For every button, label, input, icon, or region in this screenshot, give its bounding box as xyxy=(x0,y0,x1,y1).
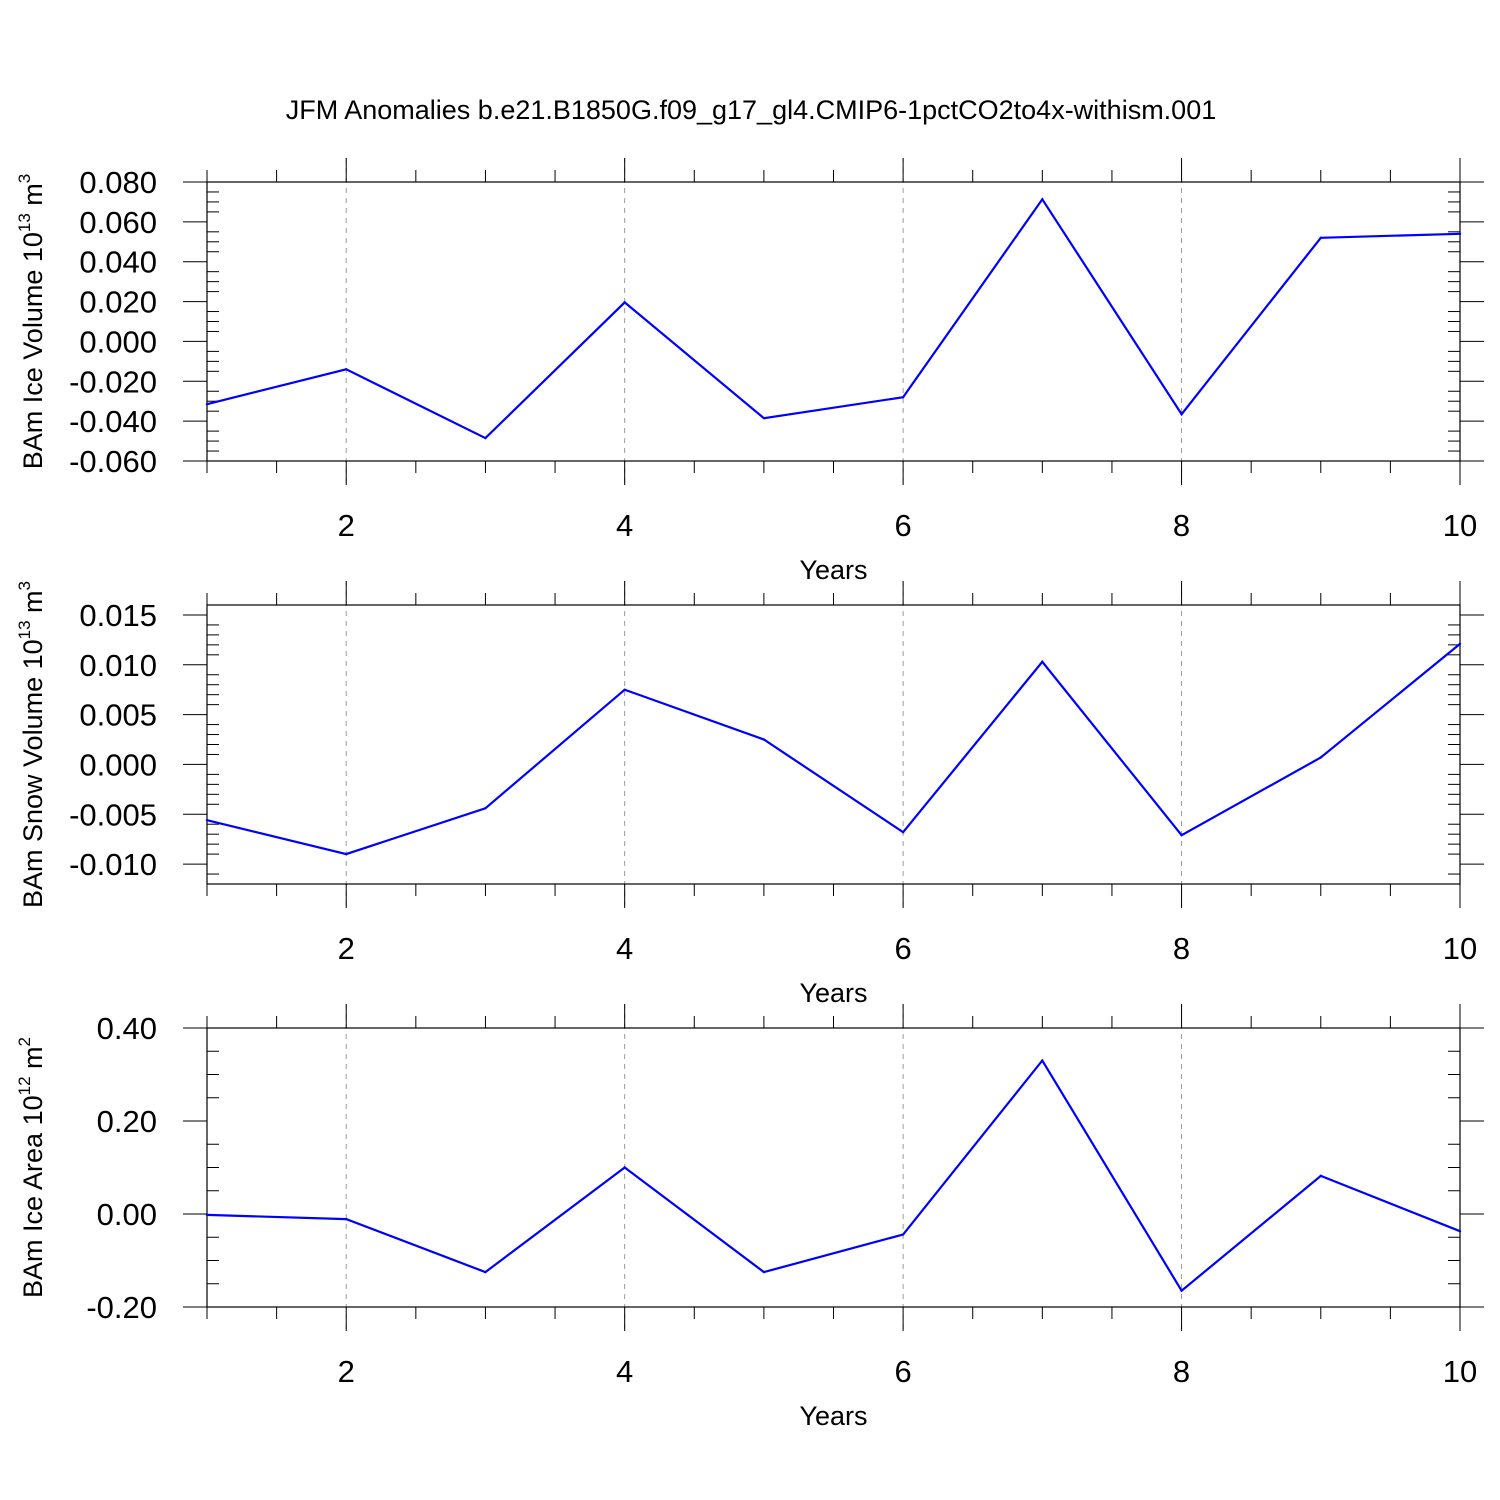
data-point xyxy=(1180,1289,1183,1292)
y-tick-label: 0.000 xyxy=(79,747,157,782)
data-point xyxy=(345,368,348,371)
data-point xyxy=(1180,412,1183,416)
y-tick-label: 0.020 xyxy=(79,285,157,320)
y-tick-label: -0.020 xyxy=(69,364,157,399)
y-axis-label-text: BAm Snow Volume 10 xyxy=(18,639,48,908)
y-axis-label-text: BAm Ice Volume 10 xyxy=(18,232,48,469)
x-tick-label: 6 xyxy=(894,1354,911,1389)
data-point xyxy=(623,1166,626,1169)
plot-frame xyxy=(206,604,1461,885)
data-point xyxy=(901,396,905,399)
y-axis-label-exponent: 12 xyxy=(15,1076,34,1095)
x-tick-label: 10 xyxy=(1443,508,1477,543)
y-axis-label: BAm Snow Volume 1013 m3 xyxy=(15,581,48,908)
y-tick-label: -0.010 xyxy=(69,847,157,882)
x-tick-label: 10 xyxy=(1443,1354,1477,1389)
data-point xyxy=(1319,236,1322,239)
y-tick-label: -0.040 xyxy=(69,404,157,439)
y-axis-label-text: BAm Ice Area 10 xyxy=(18,1095,48,1298)
data-point xyxy=(623,688,626,691)
data-point xyxy=(1319,756,1322,759)
x-axis-label: Years xyxy=(799,978,867,1008)
x-tick-label: 4 xyxy=(616,1354,633,1389)
series-line xyxy=(206,643,1461,856)
data-point xyxy=(345,1217,348,1221)
x-tick-label: 2 xyxy=(338,931,355,966)
series-line xyxy=(206,1058,1461,1293)
data-point xyxy=(205,403,209,406)
x-tick-label: 4 xyxy=(616,508,633,543)
y-axis-label-unit-exponent: 3 xyxy=(15,581,34,590)
y-tick-label: -0.20 xyxy=(86,1290,157,1325)
x-tick-label: 2 xyxy=(338,1354,355,1389)
x-tick-label: 10 xyxy=(1443,931,1477,966)
data-point xyxy=(1180,833,1183,837)
y-tick-label: 0.015 xyxy=(79,598,157,633)
y-axis-label-unit: m xyxy=(18,183,48,213)
data-point xyxy=(345,852,348,856)
data-point xyxy=(762,416,766,420)
y-tick-label: 0.040 xyxy=(79,245,157,280)
y-tick-label: 0.20 xyxy=(97,1104,157,1139)
plot-frame xyxy=(206,181,1461,462)
y-axis-label-exponent: 13 xyxy=(15,620,34,639)
data-point xyxy=(762,738,766,741)
y-axis-label-unit-exponent: 2 xyxy=(15,1037,34,1046)
data-point xyxy=(205,819,209,822)
x-tick-label: 6 xyxy=(894,931,911,966)
y-tick-label: 0.000 xyxy=(79,324,157,359)
y-tick-label: 0.40 xyxy=(97,1011,157,1046)
data-point xyxy=(762,1270,766,1274)
y-axis-label-unit: m xyxy=(18,590,48,620)
y-axis-label-unit: m xyxy=(18,1046,48,1076)
y-tick-label: 0.060 xyxy=(79,205,157,240)
data-point xyxy=(901,830,905,834)
data-point xyxy=(1041,198,1044,201)
y-tick-label: 0.010 xyxy=(79,648,157,683)
x-axis-label: Years xyxy=(799,555,867,585)
x-axis-label: Years xyxy=(799,1401,867,1431)
data-point xyxy=(484,1270,487,1274)
data-point xyxy=(1041,660,1044,663)
data-point xyxy=(1319,1174,1322,1178)
y-tick-label: -0.060 xyxy=(69,444,157,479)
data-point xyxy=(1458,642,1462,646)
x-tick-label: 8 xyxy=(1173,1354,1190,1389)
data-point xyxy=(623,301,626,304)
y-tick-label: -0.005 xyxy=(69,797,157,832)
x-tick-label: 8 xyxy=(1173,508,1190,543)
plot-frame xyxy=(206,1027,1461,1308)
x-tick-label: 6 xyxy=(894,508,911,543)
y-axis-label: BAm Ice Area 1012 m2 xyxy=(15,1037,48,1298)
y-axis-label-exponent: 13 xyxy=(15,213,34,232)
y-tick-label: 0.080 xyxy=(79,165,157,200)
data-point xyxy=(901,1233,905,1236)
x-tick-label: 8 xyxy=(1173,931,1190,966)
data-point xyxy=(1458,1230,1462,1233)
data-point xyxy=(205,1213,209,1217)
y-tick-label: 0.00 xyxy=(97,1197,157,1232)
series-line xyxy=(206,197,1461,440)
figure-title: JFM Anomalies b.e21.B1850G.f09_g17_gl4.C… xyxy=(286,95,1217,125)
data-point xyxy=(484,807,487,810)
chart-panel-1: -0.060 -0.040 -0.020 0.000 0.020 0.040 0.060 0.… xyxy=(15,158,1484,585)
panels: -0.060 -0.040 -0.020 0.000 0.020 0.040 0.060 0.… xyxy=(15,158,1484,1431)
x-tick-label: 2 xyxy=(338,508,355,543)
data-point xyxy=(484,436,487,440)
x-tick-label: 4 xyxy=(616,931,633,966)
data-point xyxy=(1458,232,1462,236)
y-axis-label: BAm Ice Volume 1013 m3 xyxy=(15,174,48,470)
chart-panel-2: -0.010 -0.005 0.000 0.005 0.010 0.015 2 4 6 8 10 Ye… xyxy=(15,581,1484,1008)
y-axis-label-unit-exponent: 3 xyxy=(15,174,34,183)
data-point xyxy=(1041,1059,1044,1062)
chart-panel-3: -0.20 0.00 0.20 0.40 2 4 6 8 10 Years BAm Ice Area… xyxy=(15,1004,1484,1431)
y-tick-label: 0.005 xyxy=(79,698,157,733)
